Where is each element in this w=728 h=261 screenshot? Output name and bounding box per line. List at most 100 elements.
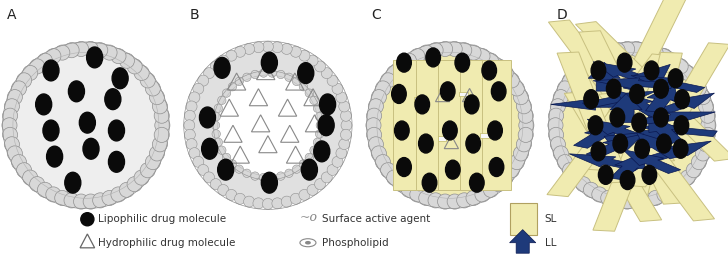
Ellipse shape bbox=[184, 129, 195, 140]
Polygon shape bbox=[510, 230, 536, 253]
Ellipse shape bbox=[222, 89, 231, 97]
FancyBboxPatch shape bbox=[599, 92, 714, 221]
Ellipse shape bbox=[199, 107, 215, 128]
Polygon shape bbox=[623, 64, 670, 91]
Ellipse shape bbox=[2, 127, 17, 143]
Ellipse shape bbox=[401, 53, 416, 68]
Ellipse shape bbox=[698, 99, 713, 114]
Ellipse shape bbox=[610, 108, 625, 127]
Ellipse shape bbox=[657, 134, 671, 153]
Ellipse shape bbox=[569, 170, 584, 185]
Ellipse shape bbox=[244, 43, 255, 55]
Ellipse shape bbox=[475, 49, 490, 64]
Ellipse shape bbox=[204, 68, 215, 79]
Polygon shape bbox=[604, 130, 684, 142]
Ellipse shape bbox=[327, 164, 338, 175]
Ellipse shape bbox=[2, 118, 17, 133]
Ellipse shape bbox=[293, 165, 301, 173]
Ellipse shape bbox=[186, 139, 197, 150]
Ellipse shape bbox=[644, 61, 659, 80]
Ellipse shape bbox=[281, 43, 292, 55]
Ellipse shape bbox=[675, 90, 689, 109]
Ellipse shape bbox=[668, 69, 683, 88]
Ellipse shape bbox=[464, 95, 479, 114]
Ellipse shape bbox=[601, 191, 616, 206]
Ellipse shape bbox=[415, 95, 430, 114]
Ellipse shape bbox=[387, 66, 402, 81]
Ellipse shape bbox=[242, 73, 251, 81]
Ellipse shape bbox=[321, 172, 332, 183]
Ellipse shape bbox=[620, 194, 635, 209]
Ellipse shape bbox=[610, 43, 625, 58]
Ellipse shape bbox=[214, 104, 223, 112]
Ellipse shape bbox=[548, 127, 563, 143]
Ellipse shape bbox=[193, 156, 204, 167]
Ellipse shape bbox=[371, 90, 387, 105]
Ellipse shape bbox=[102, 45, 117, 60]
Ellipse shape bbox=[341, 120, 352, 131]
Ellipse shape bbox=[2, 108, 17, 123]
Ellipse shape bbox=[305, 89, 314, 97]
Ellipse shape bbox=[318, 115, 334, 136]
Ellipse shape bbox=[548, 108, 563, 123]
Ellipse shape bbox=[81, 213, 94, 226]
Ellipse shape bbox=[491, 177, 506, 192]
Ellipse shape bbox=[154, 108, 170, 123]
Ellipse shape bbox=[4, 99, 20, 114]
Ellipse shape bbox=[629, 194, 644, 209]
Ellipse shape bbox=[366, 118, 381, 133]
Ellipse shape bbox=[220, 77, 316, 174]
Ellipse shape bbox=[253, 198, 264, 209]
Ellipse shape bbox=[7, 90, 23, 105]
Polygon shape bbox=[631, 75, 705, 92]
Ellipse shape bbox=[259, 69, 268, 77]
Ellipse shape bbox=[548, 118, 563, 133]
Ellipse shape bbox=[210, 61, 221, 72]
Ellipse shape bbox=[105, 89, 121, 110]
Ellipse shape bbox=[277, 70, 285, 79]
Ellipse shape bbox=[394, 177, 408, 192]
FancyBboxPatch shape bbox=[482, 60, 511, 190]
FancyBboxPatch shape bbox=[564, 92, 662, 222]
Text: SL: SL bbox=[545, 214, 557, 224]
Ellipse shape bbox=[488, 121, 502, 140]
Ellipse shape bbox=[315, 112, 324, 121]
Ellipse shape bbox=[146, 155, 160, 170]
Ellipse shape bbox=[341, 110, 352, 121]
FancyBboxPatch shape bbox=[625, 52, 682, 198]
Ellipse shape bbox=[654, 79, 668, 98]
Polygon shape bbox=[646, 84, 678, 112]
Ellipse shape bbox=[519, 118, 534, 133]
Ellipse shape bbox=[146, 81, 160, 96]
Ellipse shape bbox=[638, 43, 654, 58]
Ellipse shape bbox=[341, 129, 352, 140]
Ellipse shape bbox=[401, 182, 416, 197]
FancyBboxPatch shape bbox=[548, 20, 675, 163]
Ellipse shape bbox=[290, 46, 301, 57]
Ellipse shape bbox=[251, 70, 259, 79]
Ellipse shape bbox=[55, 45, 70, 60]
Ellipse shape bbox=[591, 142, 606, 161]
Ellipse shape bbox=[673, 139, 688, 158]
Ellipse shape bbox=[46, 49, 61, 64]
Ellipse shape bbox=[680, 66, 695, 81]
Ellipse shape bbox=[692, 81, 706, 96]
Polygon shape bbox=[551, 99, 631, 110]
Ellipse shape bbox=[592, 187, 607, 202]
Ellipse shape bbox=[387, 170, 402, 185]
Ellipse shape bbox=[218, 159, 234, 180]
Ellipse shape bbox=[183, 120, 195, 131]
Ellipse shape bbox=[428, 193, 443, 208]
Ellipse shape bbox=[313, 138, 322, 146]
Ellipse shape bbox=[193, 83, 204, 94]
Ellipse shape bbox=[392, 85, 406, 103]
Ellipse shape bbox=[228, 160, 237, 168]
Ellipse shape bbox=[222, 153, 231, 162]
Ellipse shape bbox=[218, 55, 229, 66]
Ellipse shape bbox=[491, 59, 506, 74]
Polygon shape bbox=[649, 115, 684, 144]
Ellipse shape bbox=[620, 41, 635, 57]
Ellipse shape bbox=[46, 187, 61, 202]
Ellipse shape bbox=[30, 59, 44, 74]
Ellipse shape bbox=[687, 163, 701, 178]
